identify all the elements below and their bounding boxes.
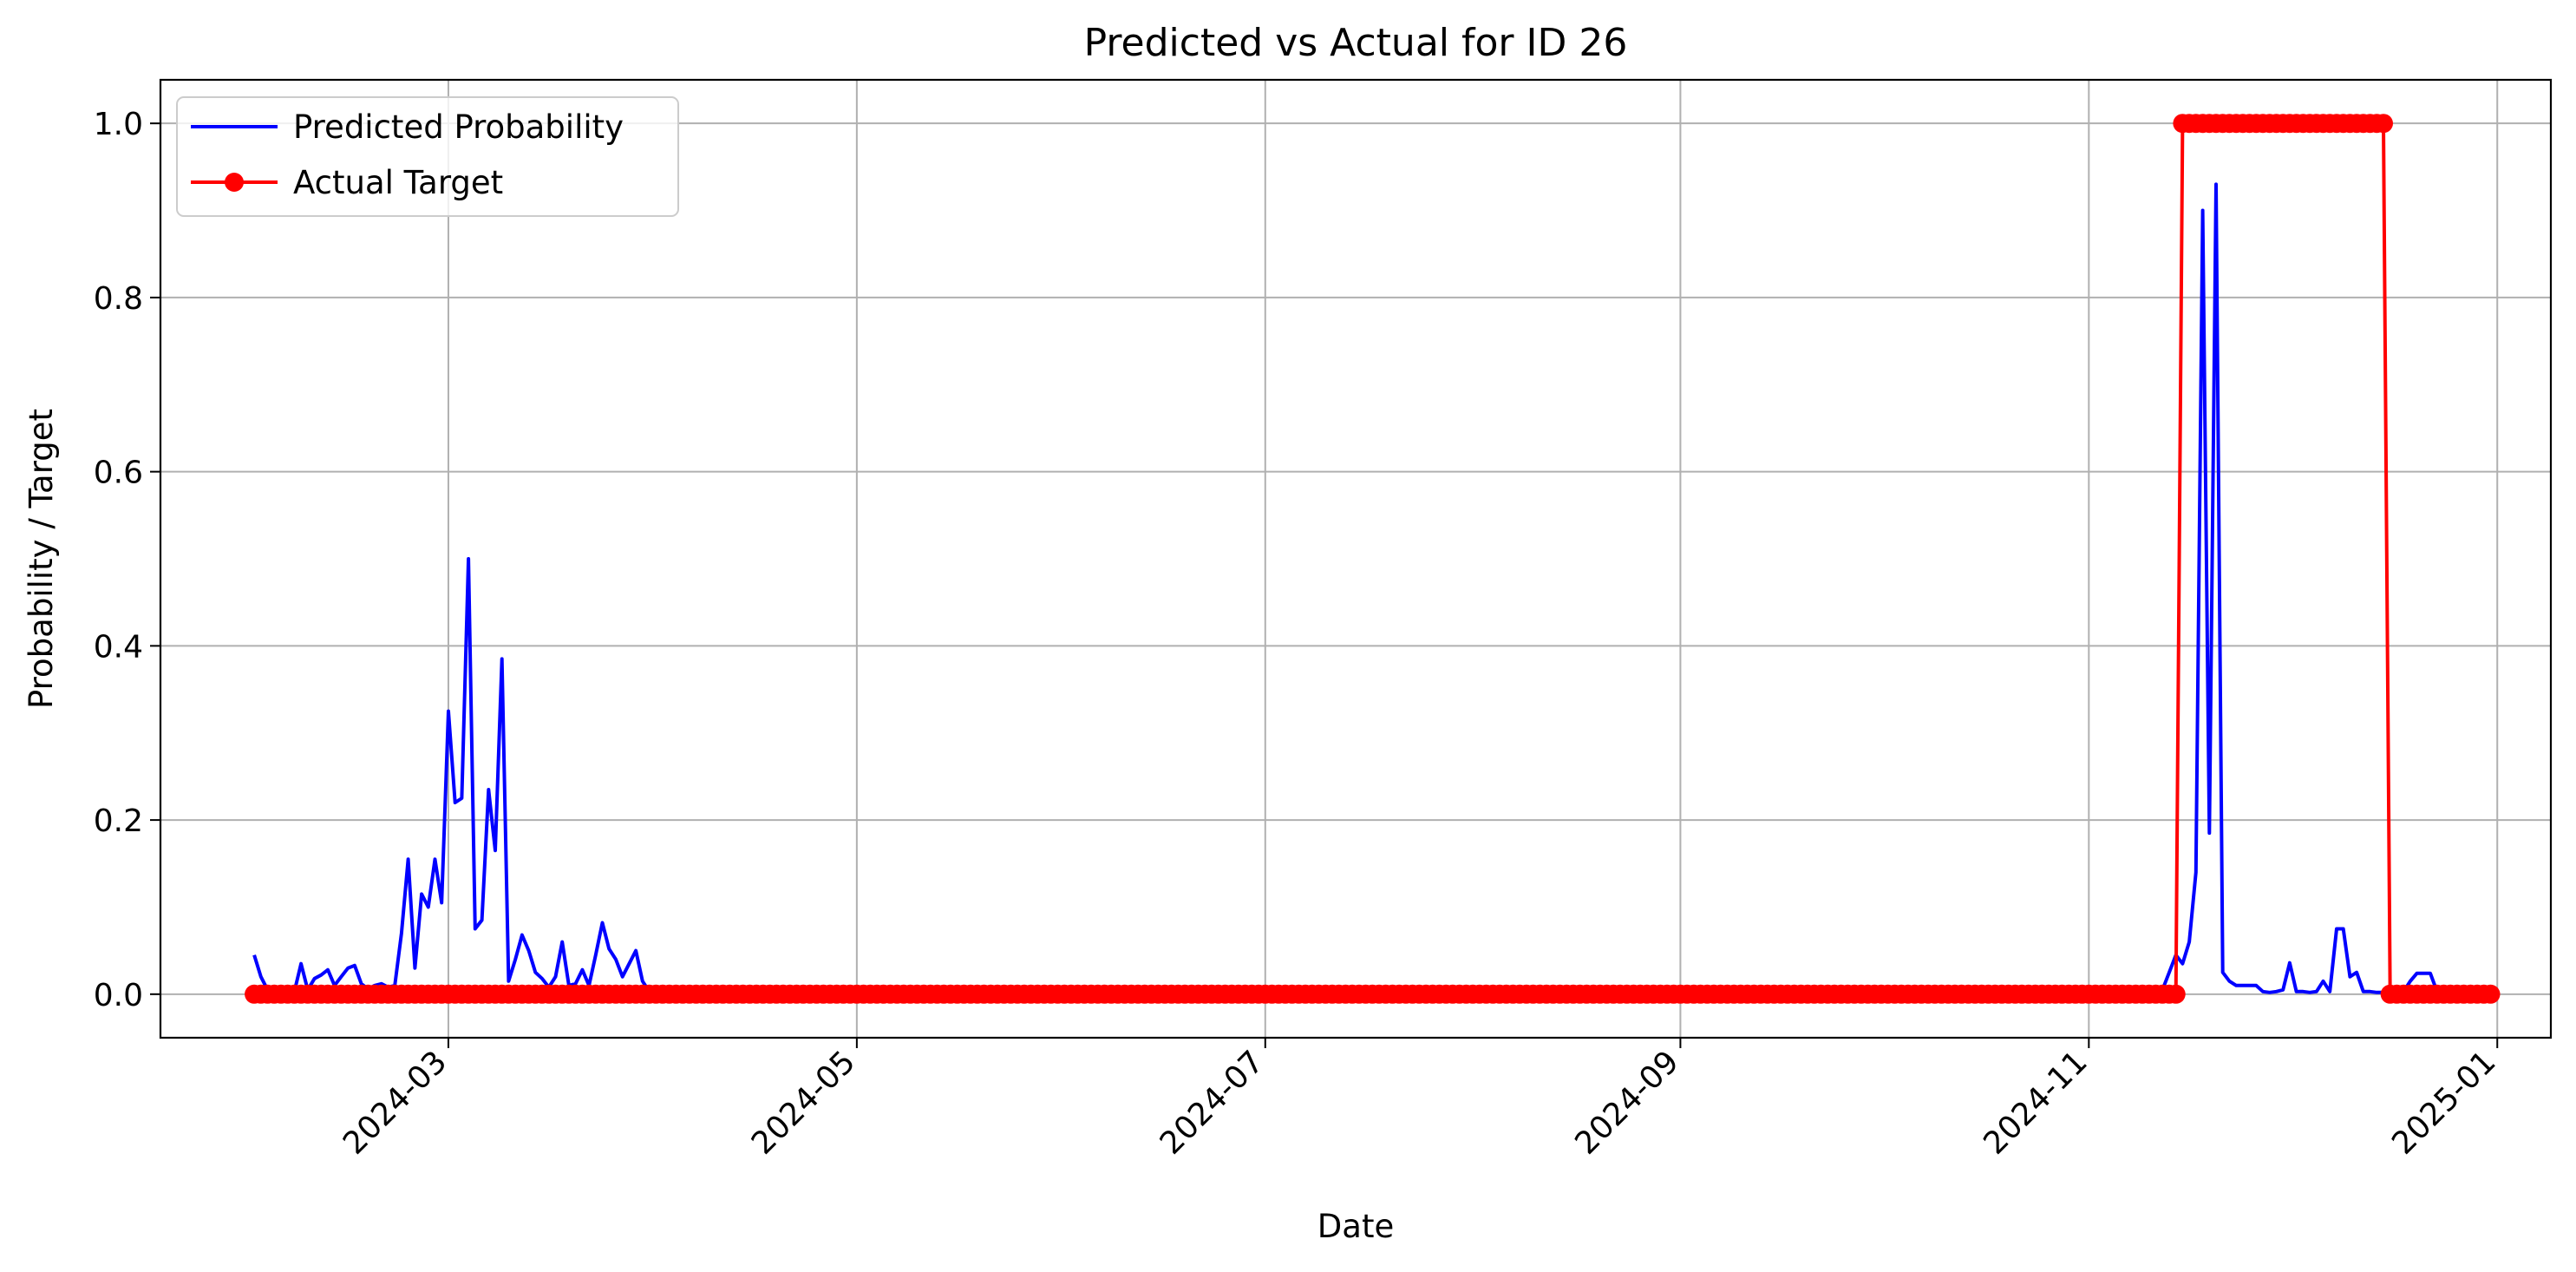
y-tick-label: 1.0 [94, 107, 143, 142]
chart-title: Predicted vs Actual for ID 26 [1084, 21, 1628, 65]
y-tick-label: 0.8 [94, 281, 143, 317]
actual-target-marker [2374, 114, 2393, 134]
legend: Predicted Probability Actual Target [176, 96, 679, 217]
y-tick-label: 0.6 [94, 456, 143, 491]
y-axis-title: Probability / Target [23, 409, 60, 709]
y-axis: 0.0 0.2 0.4 0.6 0.8 1.0 [94, 107, 160, 1013]
actual-target-marker [2166, 984, 2186, 1004]
y-tick-label: 0.4 [94, 629, 143, 665]
legend-box [176, 96, 679, 217]
legend-marker-actual [225, 173, 244, 192]
series-layer [245, 114, 2501, 1004]
plot-frame [159, 78, 2553, 1039]
actual-target-marker [2481, 984, 2501, 1004]
y-tick-label: 0.0 [94, 978, 143, 1013]
y-tick-label: 0.2 [94, 803, 143, 839]
x-axis-title: Date [1317, 1208, 1394, 1245]
legend-label-predicted: Predicted Probability [293, 108, 624, 146]
legend-label-actual: Actual Target [293, 164, 503, 201]
